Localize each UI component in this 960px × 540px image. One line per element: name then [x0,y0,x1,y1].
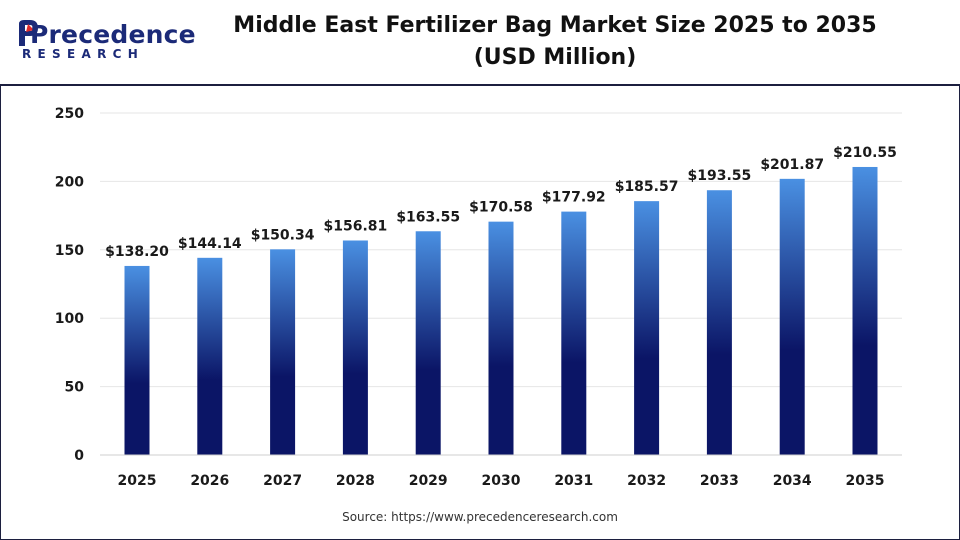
logo-wordmark: Precedence [30,20,196,49]
x-axis-ticks: 2025 2026 2027 2028 2029 2030 2031 2032 2033 2034… [118,473,885,489]
x-tick-label-2026: 2026 [190,473,229,489]
bar-2031 [561,211,587,455]
x-tick-label-2032: 2032 [627,473,666,489]
x-tick-label-2029: 2029 [409,473,448,489]
value-label-2032: $185.57 [615,179,679,195]
x-tick-label-2035: 2035 [846,473,885,489]
y-axis-ticks: 0 50 100 150 200 250 [55,106,84,464]
y-tick-label: 0 [74,448,84,464]
bar-2029 [415,231,441,455]
bar-2025 [124,265,150,455]
chart-title-line1: Middle East Fertilizer Bag Market Size 2… [233,13,877,38]
y-tick-label: 50 [65,380,85,396]
value-label-2028: $156.81 [324,218,388,234]
x-tick-label-2034: 2034 [773,473,812,489]
bar-chart: 0 50 100 150 200 250 $138.20 $144.14 $150.34 $15… [55,106,902,489]
bar-2035 [852,166,878,455]
chart-header: Precedence RESEARCH Middle East Fertiliz… [0,0,960,86]
chart-title-line2: (USD Million) [473,45,637,70]
bars [124,166,878,455]
bar-2032 [634,201,660,455]
value-label-2027: $150.34 [251,227,315,243]
value-label-2035: $210.55 [833,145,897,161]
chart-title: Middle East Fertilizer Bag Market Size 2… [200,10,910,74]
bar-2026 [197,257,223,455]
value-label-2025: $138.20 [105,244,169,260]
bar-2028 [342,240,368,455]
brand-logo: Precedence RESEARCH [16,14,196,64]
x-tick-label-2030: 2030 [482,473,521,489]
value-label-2034: $201.87 [760,157,824,173]
y-tick-label: 200 [55,174,84,190]
logo-mark-icon [19,20,38,46]
x-tick-label-2031: 2031 [554,473,593,489]
x-tick-label-2025: 2025 [118,473,157,489]
bar-2027 [270,249,296,455]
bar-2033 [706,190,732,455]
source-note: Source: https://www.precedenceresearch.c… [342,510,618,524]
value-label-2033: $193.55 [688,168,752,184]
x-tick-label-2027: 2027 [263,473,302,489]
value-label-2030: $170.58 [469,200,533,216]
value-label-2031: $177.92 [542,190,606,206]
value-labels: $138.20 $144.14 $150.34 $156.81 $163.55 $170.… [105,145,897,260]
logo-subtitle: RESEARCH [22,47,145,61]
bar-2034 [779,178,805,455]
y-tick-label: 150 [55,243,84,259]
x-tick-label-2028: 2028 [336,473,375,489]
bar-2030 [488,221,514,455]
value-label-2026: $144.14 [178,236,242,252]
x-tick-label-2033: 2033 [700,473,739,489]
y-tick-label: 250 [55,106,84,122]
y-tick-label: 100 [55,311,84,327]
value-label-2029: $163.55 [396,209,460,225]
